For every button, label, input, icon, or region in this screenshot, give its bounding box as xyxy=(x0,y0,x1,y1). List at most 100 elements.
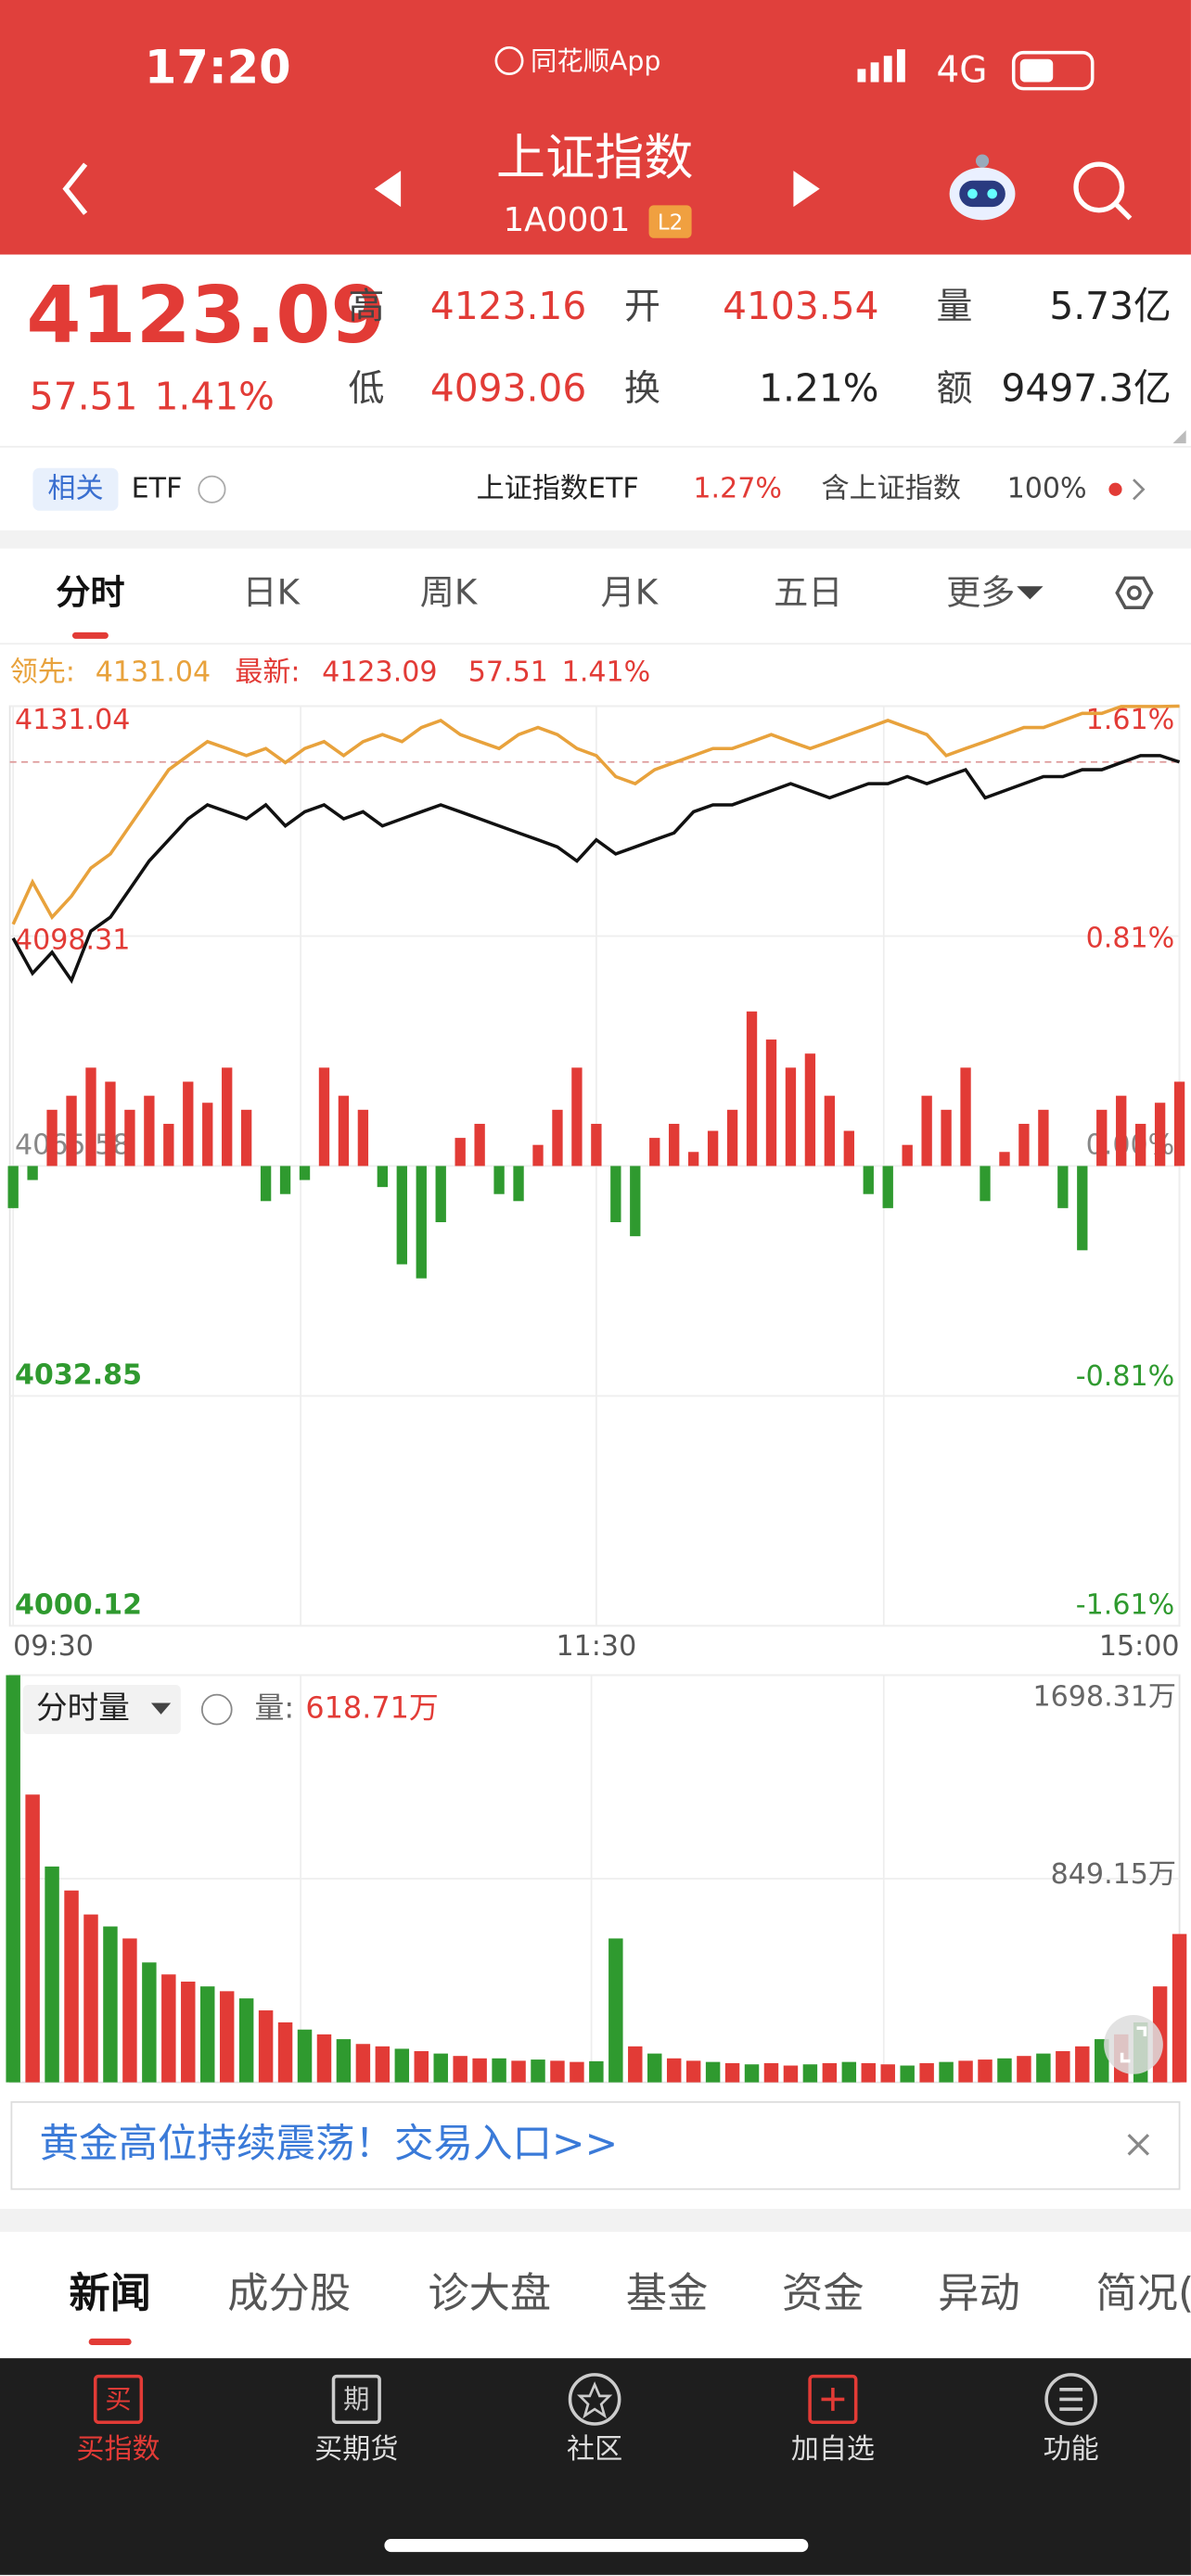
prev-button[interactable] xyxy=(374,171,402,208)
nav-item[interactable]: 社区 xyxy=(567,2373,622,2466)
tab[interactable]: 五日 xyxy=(774,572,842,613)
tab[interactable]: 周K xyxy=(420,572,479,613)
y-tick-label: 4000.12 xyxy=(15,1589,142,1622)
volume-bar xyxy=(589,2060,604,2083)
news-tab[interactable]: 简况( xyxy=(1095,2270,1191,2317)
y2-tick-label: 0.81% xyxy=(1086,923,1175,955)
strength-bar xyxy=(941,1109,952,1167)
more-caret xyxy=(1017,586,1044,600)
tab[interactable]: 更多 xyxy=(946,572,1015,613)
stat-label: 低 xyxy=(348,368,384,410)
nav-icon xyxy=(1044,2373,1098,2426)
stat-value: 4093.06 xyxy=(430,365,586,410)
nav-icon xyxy=(568,2373,621,2426)
volume-bar xyxy=(45,1866,59,2083)
nav-icon xyxy=(576,2381,613,2419)
strength-bar xyxy=(921,1095,932,1167)
tab[interactable]: 日K xyxy=(242,572,301,613)
nav-label: 买指数 xyxy=(76,2433,160,2466)
robot-button[interactable] xyxy=(949,154,1016,221)
news-tab[interactable]: 资金 xyxy=(782,2270,864,2317)
corner xyxy=(1172,430,1186,444)
volume-bar xyxy=(492,2058,506,2083)
dot xyxy=(1108,482,1122,496)
news-tab[interactable]: 成分股 xyxy=(227,2270,351,2317)
nav-icon-text: 期 xyxy=(343,2384,369,2415)
volume-bar xyxy=(1056,2051,1070,2083)
strength-bar xyxy=(183,1081,194,1167)
volume-chart: 849.15万 1698.31万 xyxy=(6,1674,1187,2083)
volume-bar xyxy=(861,2062,876,2083)
nav-item[interactable]: 加自选 xyxy=(791,2374,875,2466)
volume-bar xyxy=(939,2061,954,2083)
tab[interactable]: 分时 xyxy=(56,572,124,613)
volume-bar xyxy=(628,2046,643,2083)
tabs: 分时 日K 周K 月K 五日 更多 xyxy=(56,572,1015,613)
clock: 17:20 xyxy=(145,41,291,95)
next-button[interactable] xyxy=(793,171,820,208)
y-tick-label: 849.15万 xyxy=(1051,1858,1176,1891)
back-button[interactable] xyxy=(62,162,88,215)
nav-icon xyxy=(1059,2388,1083,2411)
expand-button[interactable] xyxy=(1104,2015,1163,2074)
volume-bar xyxy=(802,2064,818,2083)
more-arrow[interactable] xyxy=(1133,478,1146,501)
news-tab[interactable]: 基金 xyxy=(626,2270,709,2317)
strength-bar xyxy=(610,1166,621,1223)
volume-bar xyxy=(453,2056,467,2083)
volume-bar xyxy=(919,2062,934,2083)
strength-bar xyxy=(1173,1081,1185,1167)
close-banner[interactable] xyxy=(1127,2134,1150,2156)
volume-bar xyxy=(258,2010,274,2083)
volume-current: 618.71万 xyxy=(305,1690,438,1726)
volume-bar xyxy=(355,2044,371,2083)
app-name: 同花顺App xyxy=(531,45,660,76)
tab[interactable]: 月K xyxy=(601,572,660,613)
settings-button[interactable] xyxy=(1115,576,1154,610)
strength-bar xyxy=(85,1067,96,1167)
help-icon[interactable] xyxy=(198,475,226,504)
y2-tick-label: 1.61% xyxy=(1086,704,1175,736)
nav-label: 功能 xyxy=(1044,2433,1099,2466)
stat-value: 1.21% xyxy=(759,365,878,410)
stat-label: 换 xyxy=(624,368,660,410)
stat-value: 9497.3亿 xyxy=(1002,365,1172,410)
nav-icon xyxy=(331,2374,381,2424)
banner-text[interactable]: 黄金高位持续震荡！交易入口>> xyxy=(40,2122,619,2167)
strength-bar xyxy=(1018,1123,1030,1167)
home-indicator xyxy=(384,2538,809,2553)
news-tab[interactable]: 诊大盘 xyxy=(428,2270,551,2317)
news-tab[interactable]: 异动 xyxy=(938,2270,1020,2317)
strength-bar xyxy=(1038,1109,1049,1167)
latest-value: 4123.09 xyxy=(322,657,437,689)
strength-bar xyxy=(1116,1095,1127,1167)
strength-bar xyxy=(824,1095,836,1167)
volume-title: 分时量 xyxy=(36,1690,130,1726)
volume-bar xyxy=(375,2046,391,2083)
news-tab[interactable]: 新闻 xyxy=(69,2270,151,2317)
volume-select[interactable] xyxy=(22,1685,181,1735)
volume-bar xyxy=(997,2058,1012,2083)
x-tick-label: 09:30 xyxy=(13,1630,94,1663)
gap xyxy=(0,530,1191,549)
banner[interactable] xyxy=(10,2100,1181,2190)
holding-label: 含上证指数 xyxy=(822,472,961,504)
etf-name: 上证指数ETF xyxy=(477,472,639,504)
volume-bar xyxy=(783,2065,799,2083)
nav-item[interactable]: 功能 xyxy=(1044,2373,1099,2466)
price-line xyxy=(11,754,1181,985)
strength-bar xyxy=(863,1166,874,1194)
strength-bar xyxy=(1057,1166,1069,1208)
stat-label: 额 xyxy=(936,368,972,410)
strength-bar xyxy=(571,1067,583,1167)
search-button[interactable] xyxy=(1073,161,1133,221)
caret xyxy=(150,1702,172,1715)
badge-bg xyxy=(648,205,692,238)
help-icon[interactable] xyxy=(200,1693,233,1726)
y-tick-label: 1698.31万 xyxy=(1032,1681,1176,1714)
strength-bar xyxy=(513,1166,524,1202)
